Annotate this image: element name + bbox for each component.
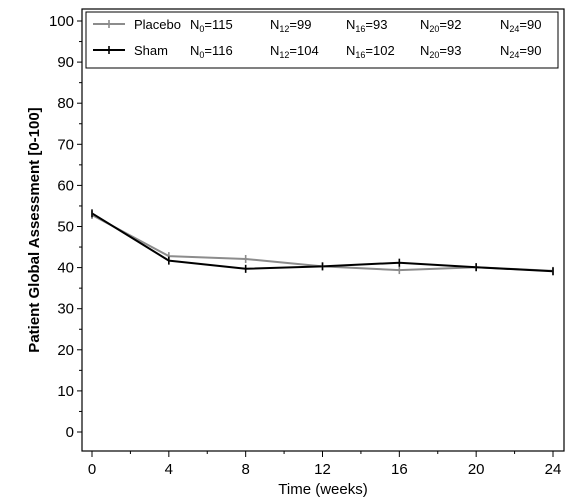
legend: Placebo N0=115 N12=99 N16=93 N20=92 N24=90Sha…	[85, 11, 559, 69]
legend-count: N24=90	[500, 17, 541, 34]
x-tick-label: 0	[88, 461, 96, 478]
count-separator: =	[365, 17, 373, 32]
y-tick-label: 30	[57, 301, 74, 318]
count-subscript: 20	[429, 50, 439, 60]
x-tick-label: 8	[241, 461, 249, 478]
count-separator: =	[204, 17, 212, 32]
legend-count: N24=90	[500, 43, 541, 60]
count-subscript: 0	[199, 24, 204, 34]
count-prefix: N	[500, 43, 509, 58]
count-value: 90	[527, 17, 541, 32]
count-prefix: N	[270, 43, 279, 58]
count-separator: =	[519, 43, 527, 58]
count-value: 99	[297, 17, 311, 32]
count-prefix: N	[420, 43, 429, 58]
count-subscript: 16	[355, 50, 365, 60]
y-tick-label: 100	[49, 13, 74, 30]
count-prefix: N	[500, 17, 509, 32]
count-prefix: N	[346, 17, 355, 32]
count-prefix: N	[346, 43, 355, 58]
y-tick-label: 40	[57, 260, 74, 277]
y-axis: 0 10 20 30 40 50 60 70 80 90 100	[49, 13, 82, 441]
legend-count: N0=115	[190, 17, 233, 34]
count-prefix: N	[420, 17, 429, 32]
x-axis-title: Time (weeks)	[278, 481, 367, 498]
count-value: 90	[527, 43, 541, 58]
legend-key-sham	[93, 46, 125, 54]
count-value: 104	[297, 43, 319, 58]
count-value: 93	[447, 43, 461, 58]
count-prefix: N	[190, 43, 199, 58]
y-tick-label: 60	[57, 177, 74, 194]
count-separator: =	[439, 17, 447, 32]
x-axis: 0 4 8 12 16 20 24	[88, 451, 562, 478]
y-tick-label: 10	[57, 383, 74, 400]
legend-key-placebo	[93, 20, 125, 28]
count-value: 92	[447, 17, 461, 32]
count-prefix: N	[270, 17, 279, 32]
legend-count: N0=116	[190, 43, 233, 60]
y-tick-label: 50	[57, 219, 74, 236]
x-tick-label: 20	[468, 461, 485, 478]
legend-count: N12=99	[270, 17, 311, 34]
legend-label: Sham	[134, 43, 168, 58]
count-subscript: 12	[279, 50, 289, 60]
count-value: 115	[212, 17, 233, 32]
count-separator: =	[204, 43, 212, 58]
legend-count: N20=92	[420, 17, 461, 34]
count-separator: =	[519, 17, 527, 32]
x-tick-label: 24	[545, 461, 562, 478]
y-axis-title: Patient Global Assessment [0-100]	[26, 107, 43, 352]
y-tick-label: 80	[57, 95, 74, 112]
count-value: 102	[373, 43, 395, 58]
count-separator: =	[439, 43, 447, 58]
count-value: 116	[212, 43, 233, 58]
y-tick-label: 0	[66, 424, 74, 441]
count-subscript: 0	[199, 50, 204, 60]
y-tick-label: 20	[57, 342, 74, 359]
count-prefix: N	[190, 17, 199, 32]
legend-frame	[85, 11, 559, 69]
series-layer	[91, 209, 554, 276]
count-separator: =	[365, 43, 373, 58]
y-tick-label: 90	[57, 54, 74, 71]
count-subscript: 24	[509, 24, 519, 34]
y-tick-label: 70	[57, 136, 74, 153]
x-tick-label: 4	[165, 461, 173, 478]
count-subscript: 16	[355, 24, 365, 34]
count-subscript: 20	[429, 24, 439, 34]
plot-frame	[81, 8, 565, 452]
x-tick-label: 16	[391, 461, 408, 478]
count-subscript: 12	[279, 24, 289, 34]
count-subscript: 24	[509, 50, 519, 60]
count-value: 93	[373, 17, 387, 32]
legend-count: N16=102	[346, 43, 395, 60]
legend-label: Placebo	[134, 17, 181, 32]
legend-count: N16=93	[346, 17, 387, 34]
count-separator: =	[289, 17, 297, 32]
x-tick-label: 12	[314, 461, 331, 478]
legend-count: N20=93	[420, 43, 461, 60]
legend-count: N12=104	[270, 43, 319, 60]
count-separator: =	[289, 43, 297, 58]
